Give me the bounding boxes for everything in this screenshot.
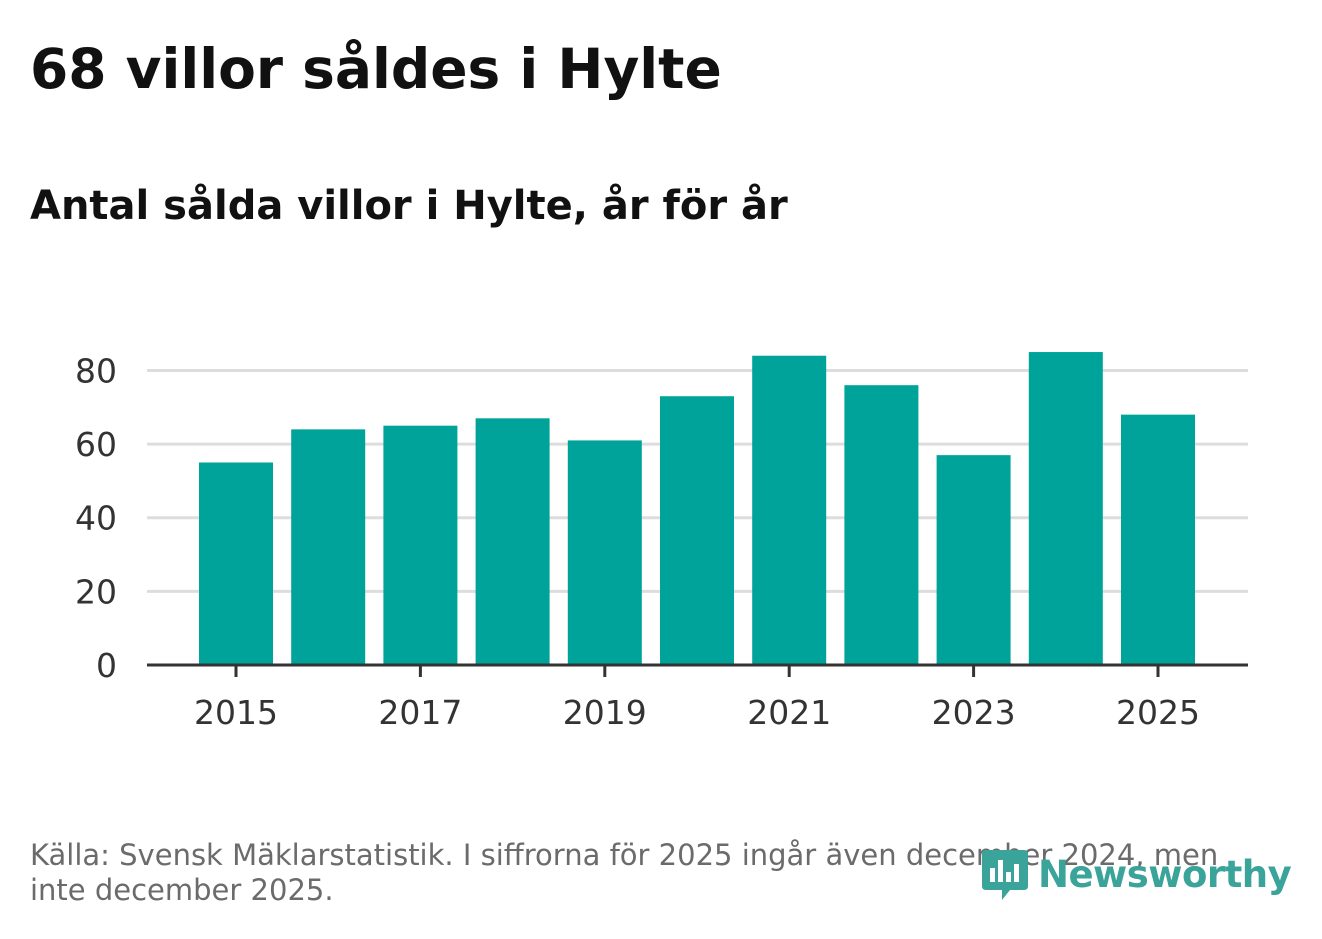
bar-2023 — [936, 455, 1011, 665]
chart-subtitle: Antal sålda villor i Hylte, år för år — [30, 183, 788, 229]
bar-2021 — [752, 355, 827, 665]
x-tick-label-2017: 2017 — [378, 693, 462, 732]
y-tick-label-20: 20 — [75, 572, 117, 611]
chart-title: 68 villor såldes i Hylte — [30, 37, 722, 101]
x-tick-label-2021: 2021 — [747, 693, 831, 732]
bar-2020 — [660, 396, 734, 665]
bar-2022 — [844, 385, 919, 665]
x-tick-label-2019: 2019 — [563, 693, 647, 732]
bars — [199, 352, 1195, 665]
y-tick-label-40: 40 — [75, 499, 117, 538]
bar-chart: 0 20 40 60 80 2015 2017 2019 2021 2023 2025 — [75, 351, 1248, 732]
y-tick-label-80: 80 — [75, 351, 117, 390]
bar-2025 — [1121, 414, 1195, 665]
bar-2015 — [199, 462, 273, 665]
x-tick-label-2023: 2023 — [932, 693, 1016, 732]
y-tick-label-60: 60 — [75, 425, 117, 464]
axes: 0 20 40 60 80 2015 2017 2019 2021 2023 2025 — [75, 351, 1248, 732]
bar-2019 — [567, 440, 642, 665]
bar-2018 — [475, 418, 550, 665]
brand-name: Newsworthy — [1038, 852, 1292, 896]
bar-2016 — [291, 429, 366, 665]
newsworthy-logo-icon — [982, 850, 1028, 900]
bar-2017 — [383, 425, 458, 665]
bar-2024 — [1028, 352, 1103, 665]
newsworthy-logo: Newsworthy — [980, 846, 1292, 902]
y-tick-label-0: 0 — [96, 646, 117, 685]
x-tick-label-2015: 2015 — [194, 693, 278, 732]
x-tick-label-2025: 2025 — [1116, 693, 1200, 732]
